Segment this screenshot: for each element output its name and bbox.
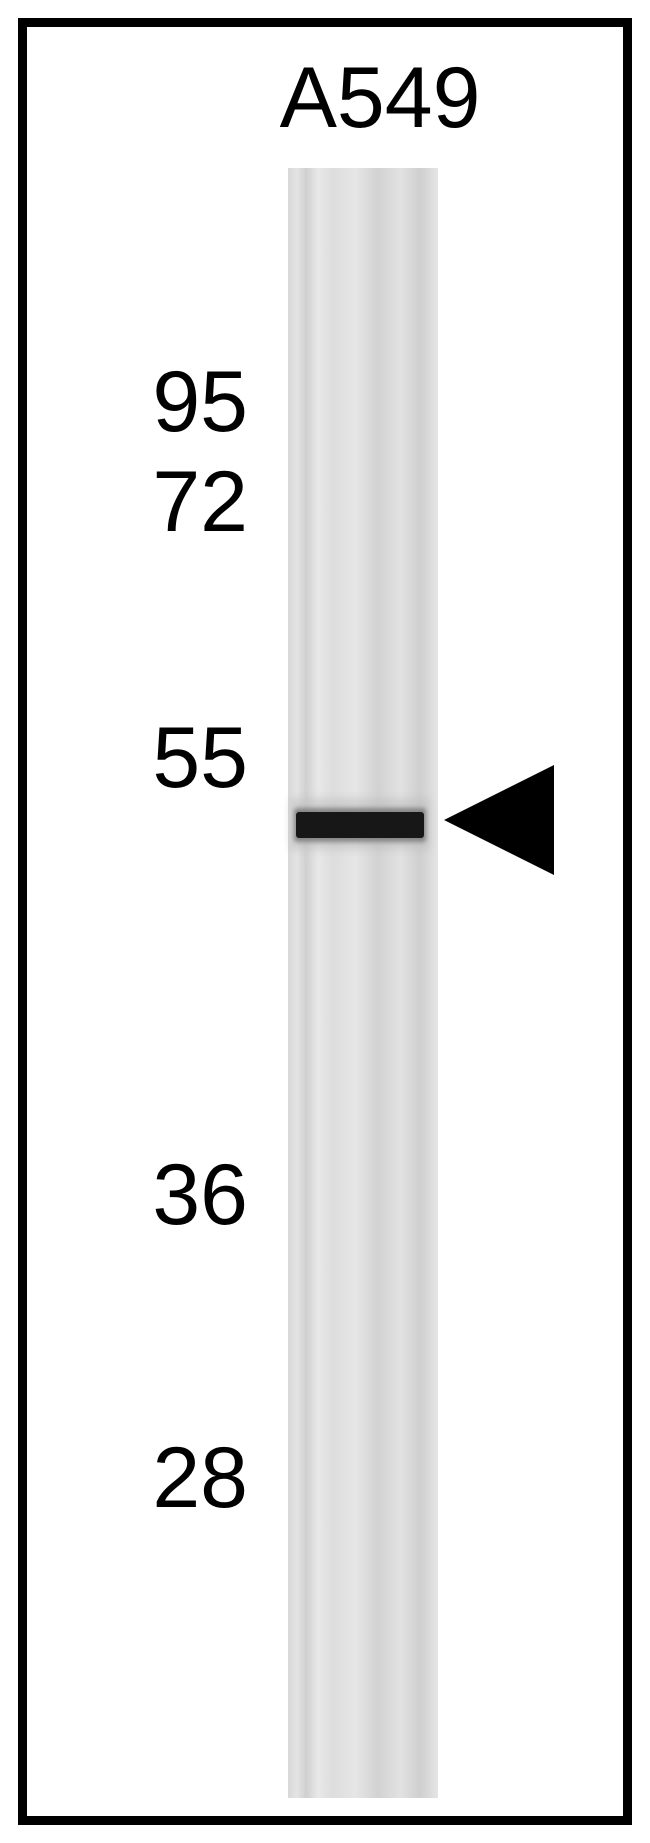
marker-28: 28 [68, 1435, 248, 1521]
detected-band [296, 812, 424, 838]
marker-72: 72 [68, 459, 248, 545]
marker-55: 55 [68, 715, 248, 801]
lane-header: A549 [250, 55, 510, 141]
marker-36: 36 [68, 1152, 248, 1238]
blot-lane [288, 168, 438, 1798]
marker-95: 95 [68, 359, 248, 445]
band-arrow-icon [444, 765, 554, 875]
